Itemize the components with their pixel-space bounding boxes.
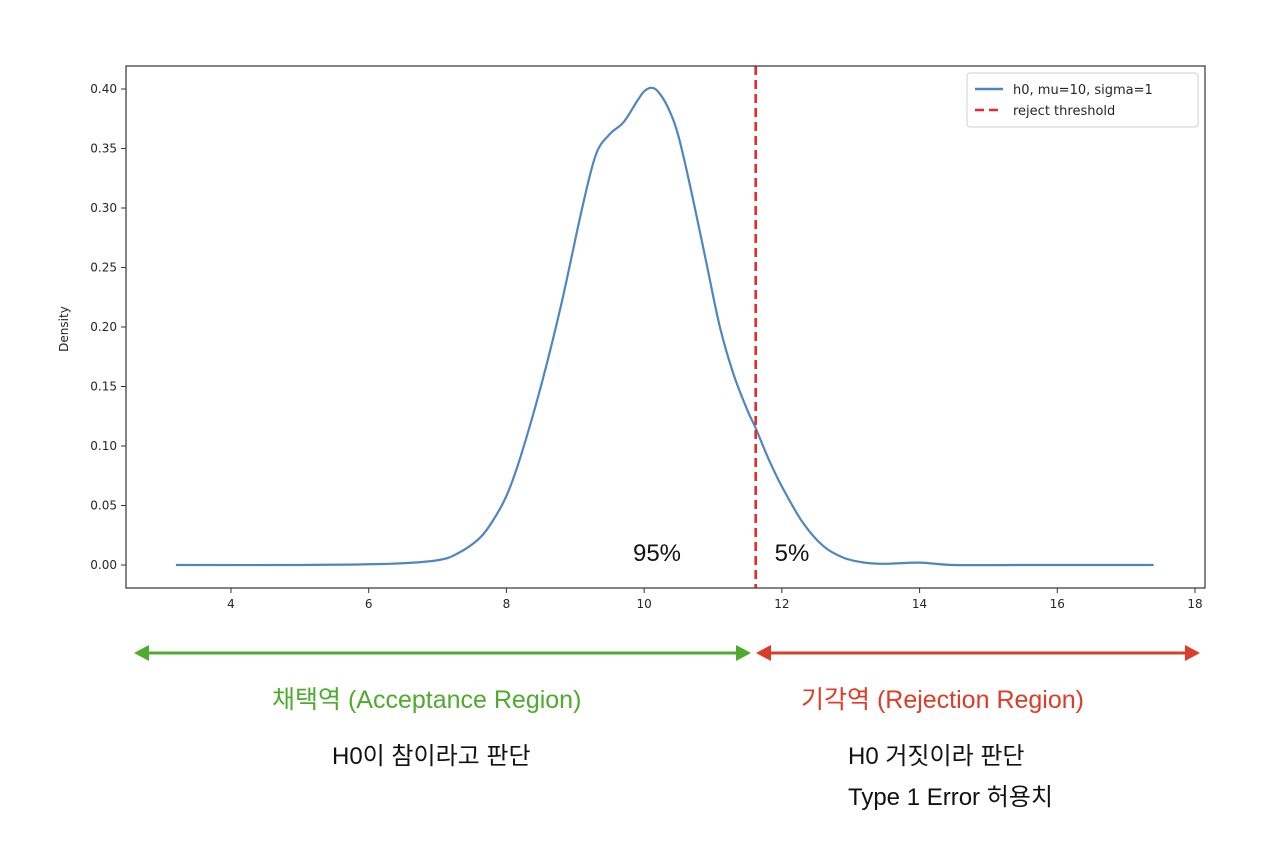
- arrow-left-icon: [756, 645, 771, 661]
- y-tick-label: 0.00: [90, 558, 117, 572]
- x-tick-label: 6: [365, 597, 373, 611]
- x-tick-label: 4: [227, 597, 235, 611]
- rejection-percent-label: 5%: [775, 540, 810, 567]
- y-tick-label: 0.25: [90, 261, 117, 275]
- rejection-note-line1: H0 거짓이라 판단: [848, 743, 1025, 770]
- legend-item-label: reject threshold: [1013, 104, 1115, 119]
- x-tick-label: 14: [912, 597, 927, 611]
- y-tick-label: 0.40: [90, 82, 117, 96]
- x-tick-label: 18: [1187, 597, 1202, 611]
- legend-item-label: h0, mu=10, sigma=1: [1013, 83, 1153, 98]
- acceptance-note: H0이 참이라고 판단: [332, 743, 531, 770]
- arrow-right-icon: [736, 645, 751, 661]
- rejection-region-label: 기각역 (Rejection Region): [801, 686, 1084, 714]
- y-tick-label: 0.15: [90, 380, 117, 394]
- y-tick-label: 0.10: [90, 439, 117, 453]
- legend: h0, mu=10, sigma=1 reject threshold: [966, 72, 1199, 128]
- density-curve: [175, 86, 1154, 567]
- region-arrows: [134, 645, 1200, 661]
- plot-area: [175, 66, 1154, 588]
- x-tick-label: 16: [1050, 597, 1065, 611]
- y-tick-label: 0.20: [90, 320, 117, 334]
- axes-frame: [125, 65, 1206, 589]
- legend-box: [966, 72, 1199, 128]
- acceptance-region-label: 채택역 (Acceptance Region): [272, 686, 582, 714]
- y-tick-label: 0.35: [90, 142, 117, 156]
- y-tick-label: 0.05: [90, 499, 117, 513]
- y-tick-label: 0.30: [90, 201, 117, 215]
- arrow-left-icon: [134, 645, 149, 661]
- acceptance-percent-label: 95%: [633, 540, 681, 567]
- x-tick-label: 10: [637, 597, 652, 611]
- rejection-note-line2: Type 1 Error 허용치: [848, 784, 1053, 811]
- x-tick-label: 12: [774, 597, 789, 611]
- y-axis-label: Density: [57, 306, 71, 352]
- axes: 4 6 8 10 12 14 16 18 0.00 0.05 0.10 0.15 0.20 0.25 0.3…: [90, 65, 1206, 611]
- x-tick-label: 8: [503, 597, 511, 611]
- arrow-right-icon: [1185, 645, 1200, 661]
